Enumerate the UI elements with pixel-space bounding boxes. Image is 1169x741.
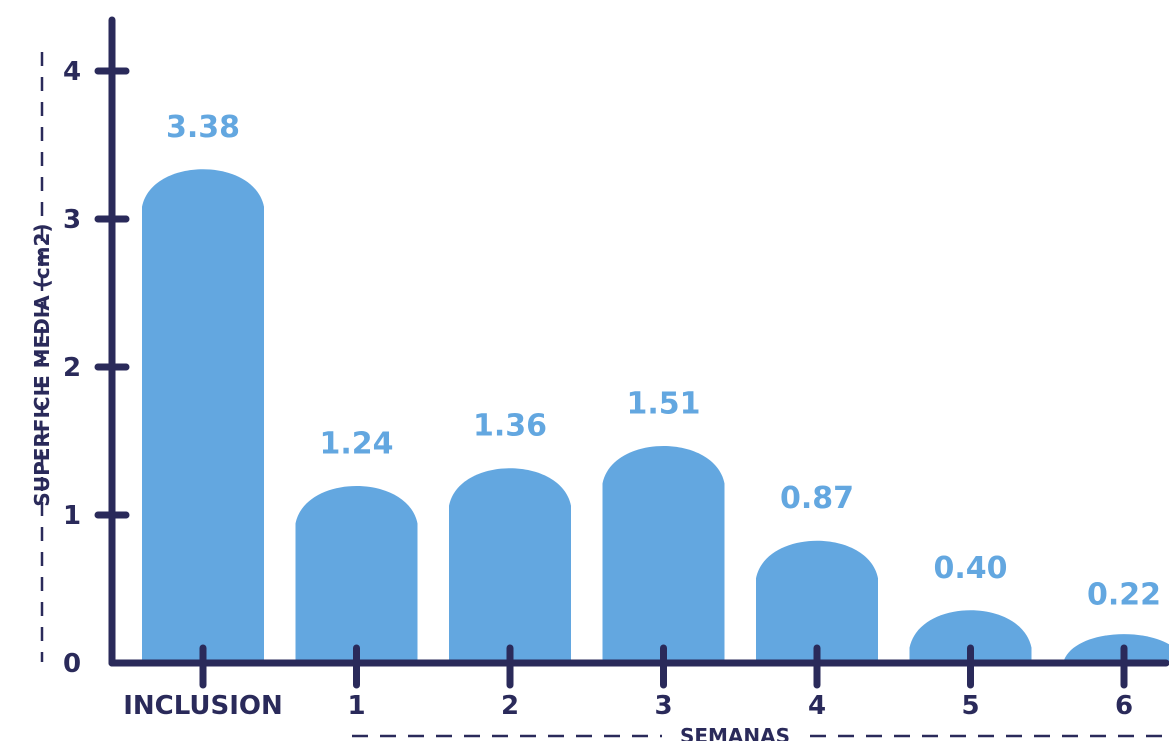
bar-6	[1063, 634, 1169, 663]
y-tick-label-2: 2	[63, 353, 81, 383]
value-label-5: 0.40	[933, 551, 1007, 586]
x-tick-label-3: 3	[654, 691, 672, 721]
y-ticks-group: 0 1 2 3 4	[63, 57, 130, 679]
x-tick-label-5: 5	[961, 691, 979, 721]
value-labels-group: 3.38 1.24 1.36 1.51 0.87 0.40 0.22	[166, 110, 1161, 613]
value-label-2: 1.36	[473, 409, 547, 444]
x-ticks-group: INCLUSION 1 2 3 4 5 6	[123, 644, 1133, 721]
bar-inclusion	[142, 169, 264, 663]
value-label-3: 1.51	[626, 387, 700, 422]
x-tick-label-2: 2	[501, 691, 519, 721]
bar-5	[909, 610, 1032, 663]
y-tick-label-1: 1	[63, 501, 81, 531]
x-axis-title: SEMANAS	[680, 724, 790, 741]
x-tick-label-1: 1	[347, 691, 365, 721]
value-label-6: 0.22	[1087, 577, 1161, 612]
bar-2	[449, 468, 571, 663]
y-tick-label-0: 0	[63, 649, 81, 679]
bar-1	[295, 485, 418, 663]
bars-group	[142, 169, 1169, 663]
bar-4	[756, 540, 878, 663]
y-tick-label-3: 3	[63, 205, 81, 235]
x-tick-label-inclusion: INCLUSION	[123, 691, 283, 721]
x-tick-label-4: 4	[808, 691, 826, 721]
y-axis-title: SUPERFICIE MEDIA (cm2)	[30, 223, 54, 506]
value-label-4: 0.87	[780, 481, 854, 516]
x-tick-label-6: 6	[1115, 691, 1133, 721]
y-tick-label-4: 4	[63, 57, 81, 87]
value-label-inclusion: 3.38	[166, 110, 240, 145]
bar-3	[602, 446, 725, 663]
value-label-1: 1.24	[319, 426, 393, 461]
